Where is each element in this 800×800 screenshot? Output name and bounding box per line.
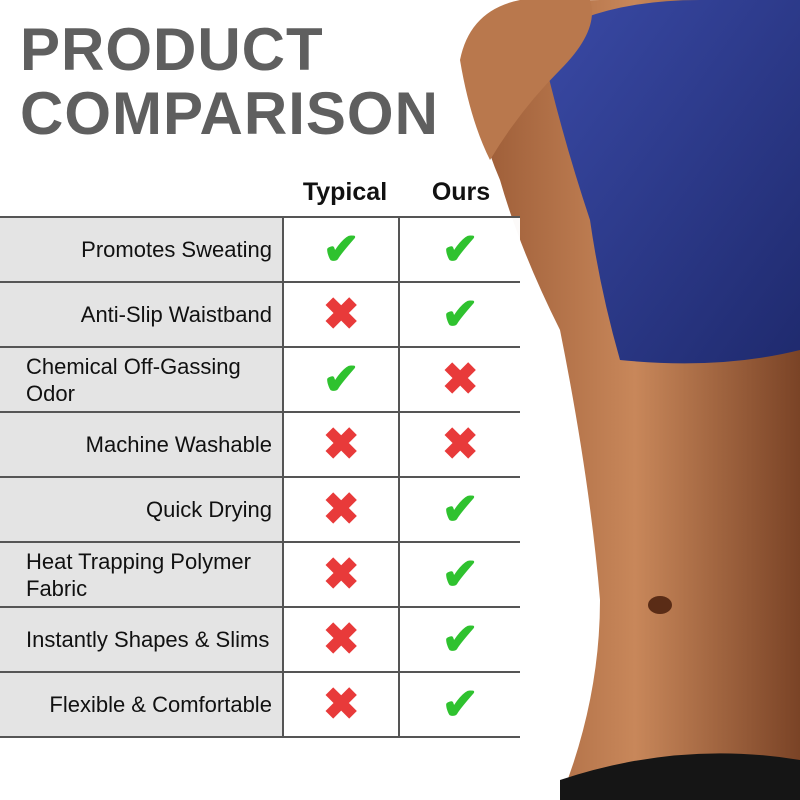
- cell-typical: ✔: [283, 218, 401, 281]
- cell-ours: ✔: [400, 608, 520, 671]
- cross-icon: ✖: [441, 419, 479, 469]
- table-row: Instantly Shapes & Slims ✖ ✔: [0, 606, 520, 671]
- cell-ours: ✔: [400, 218, 520, 281]
- cell-ours: ✖: [400, 348, 520, 411]
- cross-icon: ✖: [322, 289, 360, 339]
- table-row: Anti-Slip Waistband ✖ ✔: [0, 281, 520, 346]
- column-header-ours: Ours: [431, 178, 491, 206]
- comparison-table: Promotes Sweating ✔ ✔ Anti-Slip Waistband ✖ ✔…: [0, 216, 520, 738]
- check-icon: ✔: [441, 679, 479, 729]
- cell-typical: ✖: [283, 283, 401, 346]
- cell-ours: ✔: [400, 283, 520, 346]
- check-icon: ✔: [322, 354, 360, 404]
- cell-typical: ✖: [283, 673, 401, 736]
- feature-label: Machine Washable: [0, 413, 284, 476]
- check-icon: ✔: [441, 289, 479, 339]
- feature-label: Anti-Slip Waistband: [0, 283, 284, 346]
- cell-typical: ✖: [283, 413, 401, 476]
- check-icon: ✔: [322, 224, 360, 274]
- feature-label: Promotes Sweating: [0, 218, 284, 281]
- check-icon: ✔: [441, 614, 479, 664]
- check-icon: ✔: [441, 224, 479, 274]
- cross-icon: ✖: [322, 549, 360, 599]
- cell-typical: ✔: [283, 348, 401, 411]
- table-row: Quick Drying ✖ ✔: [0, 476, 520, 541]
- title-line-2: COMPARISON: [20, 80, 439, 147]
- cell-ours: ✔: [400, 478, 520, 541]
- title-line-1: PRODUCT: [20, 16, 324, 83]
- page-title: PRODUCT COMPARISON: [20, 18, 439, 146]
- column-header-typical: Typical: [302, 178, 388, 206]
- table-row: Flexible & Comfortable ✖ ✔: [0, 671, 520, 738]
- cell-ours: ✔: [400, 543, 520, 606]
- cross-icon: ✖: [441, 354, 479, 404]
- check-icon: ✔: [441, 549, 479, 599]
- cell-typical: ✖: [283, 608, 401, 671]
- table-row: Chemical Off-Gassing Odor ✔ ✖: [0, 346, 520, 411]
- table-row: Promotes Sweating ✔ ✔: [0, 216, 520, 281]
- check-icon: ✔: [441, 484, 479, 534]
- cross-icon: ✖: [322, 614, 360, 664]
- cell-ours: ✔: [400, 673, 520, 736]
- table-row: Heat Trapping Polymer Fabric ✖ ✔: [0, 541, 520, 606]
- feature-label: Heat Trapping Polymer Fabric: [0, 543, 284, 606]
- cell-typical: ✖: [283, 478, 401, 541]
- cell-ours: ✖: [400, 413, 520, 476]
- cell-typical: ✖: [283, 543, 401, 606]
- feature-label: Chemical Off-Gassing Odor: [0, 348, 284, 411]
- cross-icon: ✖: [322, 419, 360, 469]
- feature-label: Instantly Shapes & Slims: [0, 608, 284, 671]
- cross-icon: ✖: [322, 679, 360, 729]
- cross-icon: ✖: [322, 484, 360, 534]
- feature-label: Flexible & Comfortable: [0, 673, 284, 736]
- table-row: Machine Washable ✖ ✖: [0, 411, 520, 476]
- feature-label: Quick Drying: [0, 478, 284, 541]
